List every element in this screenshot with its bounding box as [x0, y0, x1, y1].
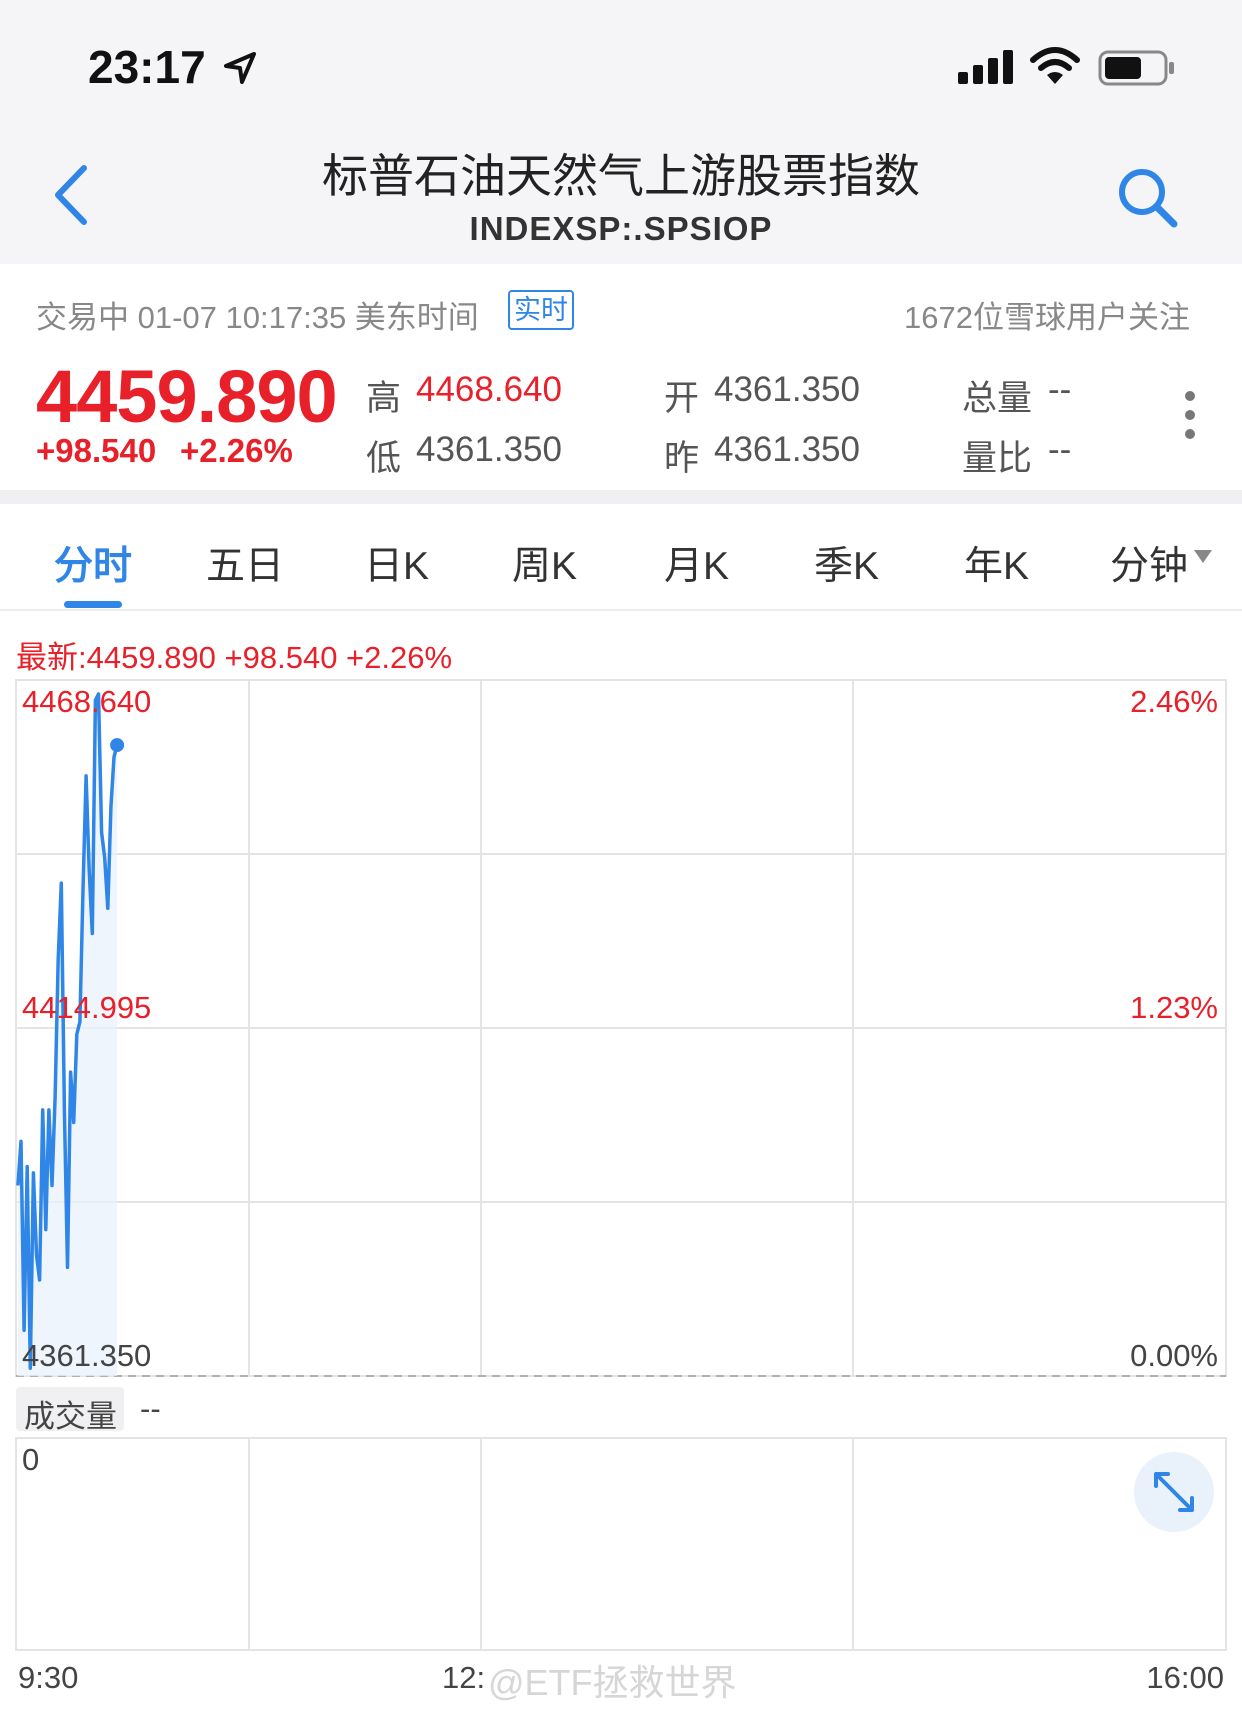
current-price: 4459.890: [36, 355, 338, 438]
volume-zero-tick: 0: [22, 1442, 39, 1477]
trading-status: 交易中 01-07 10:17:35 美东时间: [36, 300, 479, 335]
tab-five-day[interactable]: 五日: [206, 545, 285, 588]
time-axis-mid: 12:: [442, 1660, 486, 1695]
volume-ratio-label: 量比: [962, 439, 1033, 478]
volume-panel-label: 成交量: [24, 1399, 117, 1434]
back-button[interactable]: [44, 160, 104, 230]
pct-tick-mid: 1.23%: [1130, 990, 1218, 1025]
low-label: 低: [366, 439, 402, 478]
volume-value: --: [1048, 370, 1072, 409]
tab-yearly-k[interactable]: 年K: [964, 545, 1030, 588]
high-label: 高: [366, 379, 402, 418]
volume-panel-value: --: [140, 1391, 161, 1426]
active-tab-indicator: [64, 601, 122, 608]
price-series-line: [16, 692, 119, 1370]
location-arrow-icon: [224, 52, 256, 84]
time-axis-start: 9:30: [18, 1660, 79, 1695]
latest-price-point: [110, 738, 125, 753]
open-value: 4361.350: [714, 370, 860, 409]
status-clock: 23:17: [88, 41, 206, 93]
prev-close-label: 昨: [664, 439, 700, 478]
pct-tick-high: 2.46%: [1130, 684, 1218, 719]
index-code: INDEXSP:.SPSIOP: [469, 210, 773, 247]
tab-intraday[interactable]: 分时: [54, 545, 133, 588]
latest-quote-line: 最新:4459.890 +98.540 +2.26%: [16, 640, 453, 675]
price-change-percent: +2.26%: [180, 432, 293, 469]
volume-label-box: [16, 1387, 124, 1431]
follower-count: 1672位雪球用户关注: [904, 300, 1190, 335]
section-divider: [0, 490, 1242, 504]
search-button[interactable]: [1112, 162, 1182, 232]
tab-minute[interactable]: 分钟: [1110, 545, 1189, 588]
low-value: 4361.350: [416, 430, 562, 469]
prev-close-value: 4361.350: [714, 430, 860, 469]
time-axis-end: 16:00: [1146, 1660, 1224, 1695]
dropdown-triangle-icon[interactable]: [1194, 550, 1212, 564]
status-bar: [0, 0, 1242, 130]
high-value: 4468.640: [416, 370, 562, 409]
nav-bar: [0, 130, 1242, 264]
volume-label: 总量: [962, 379, 1033, 418]
pct-tick-low: 0.00%: [1130, 1338, 1218, 1373]
volume-ratio-value: --: [1048, 430, 1072, 469]
price-change: +98.540: [36, 432, 157, 469]
tab-monthly-k[interactable]: 月K: [664, 545, 730, 588]
tab-quarterly-k[interactable]: 季K: [814, 545, 880, 588]
more-options-icon[interactable]: [1182, 388, 1198, 442]
realtime-badge: 实时: [508, 290, 574, 330]
intraday-chart[interactable]: 4468.640 4414.995 4361.350 2.46% 1.23% 0…: [0, 676, 1242, 1660]
y-tick-high: 4468.640: [22, 684, 151, 719]
cellular-signal-icon: [958, 50, 1013, 84]
weibo-watermark: @ETF拯救世界: [488, 1662, 737, 1703]
wifi-icon: [1030, 47, 1080, 84]
y-tick-low: 4361.350: [22, 1338, 151, 1373]
tab-weekly-k[interactable]: 周K: [512, 545, 578, 588]
battery-icon: [1098, 50, 1174, 86]
tab-daily-k[interactable]: 日K: [364, 545, 430, 588]
fullscreen-expand-button[interactable]: [1134, 1452, 1214, 1532]
chart-grid: [15, 679, 1227, 1651]
tab-divider: [0, 609, 1242, 611]
page-title: 标普石油天然气上游股票指数: [322, 150, 920, 202]
open-label: 开: [664, 379, 700, 418]
y-tick-mid: 4414.995: [22, 990, 151, 1025]
